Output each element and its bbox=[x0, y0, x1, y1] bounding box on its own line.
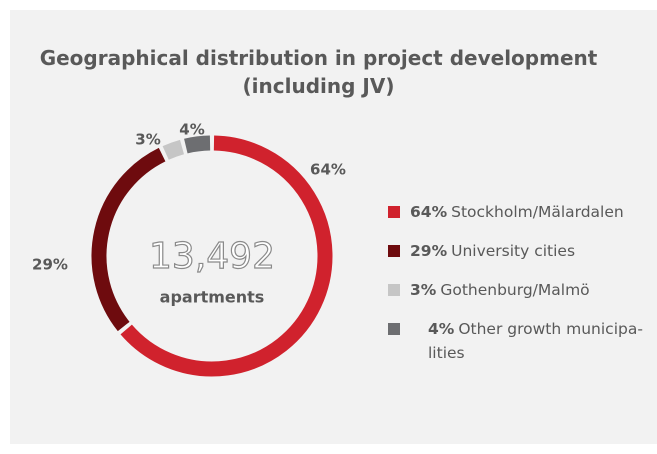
panel bbox=[10, 10, 657, 444]
data-label: 64% bbox=[310, 161, 346, 179]
legend-item: 4% Other growth municipa-lities bbox=[388, 317, 657, 365]
donut-segment bbox=[91, 147, 166, 332]
legend-swatch bbox=[388, 206, 400, 218]
donut-segment bbox=[162, 139, 185, 160]
legend-label: Other growth municipa-lities bbox=[428, 320, 643, 362]
legend-item: 29% University cities bbox=[388, 239, 657, 263]
legend-value: 29% bbox=[410, 242, 448, 260]
legend-swatch bbox=[388, 284, 400, 296]
legend: 64% Stockholm/Mälardalen 29% University cit… bbox=[388, 200, 657, 380]
legend-label: University cities bbox=[451, 242, 576, 260]
donut-segment bbox=[120, 135, 333, 377]
legend-value: 4% bbox=[428, 320, 455, 338]
center-value: 13,492 bbox=[149, 236, 275, 277]
legend-item: 64% Stockholm/Mälardalen bbox=[388, 200, 657, 224]
donut-segment bbox=[184, 135, 211, 154]
legend-label: Gothenburg/Malmö bbox=[440, 281, 590, 299]
legend-swatch bbox=[388, 323, 400, 335]
legend-value: 3% bbox=[410, 281, 437, 299]
legend-swatch bbox=[388, 245, 400, 257]
data-label: 3% bbox=[135, 131, 160, 149]
center-label: apartments bbox=[160, 288, 265, 307]
legend-value: 64% bbox=[410, 203, 448, 221]
data-label: 29% bbox=[32, 256, 68, 274]
data-label: 4% bbox=[179, 121, 204, 139]
legend-item: 3% Gothenburg/Malmö bbox=[388, 278, 657, 302]
legend-label: Stockholm/Mälardalen bbox=[451, 203, 624, 221]
chart-title: Geographical distribution in project dev… bbox=[39, 46, 598, 98]
